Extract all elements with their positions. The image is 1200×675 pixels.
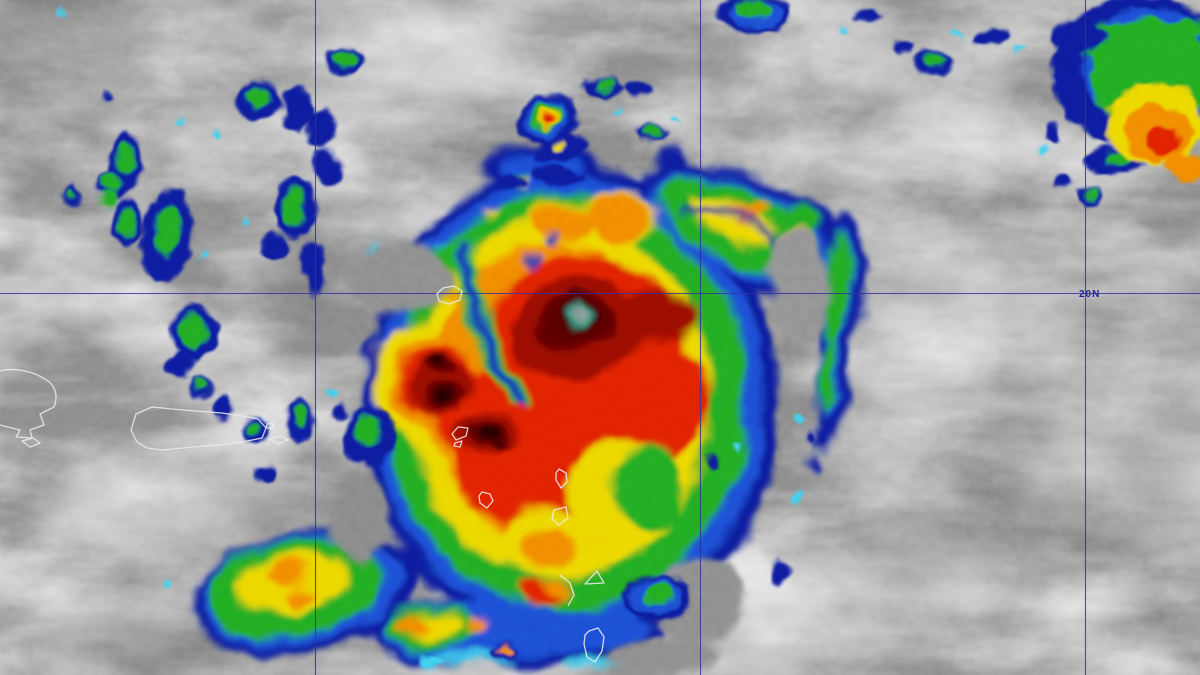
coastline-guadeloupe-north: [451, 426, 469, 441]
coastline-vieques: [269, 435, 289, 445]
coastline-barbuda-ring: [436, 285, 463, 305]
coastline-martinique-west: [478, 491, 494, 509]
coastline-hispaniola-east-tip: [0, 368, 57, 439]
coastlines: [0, 285, 605, 663]
coastline-guadeloupe-south: [453, 440, 463, 448]
coastline-puerto-rico: [130, 406, 267, 451]
coastline-dominica: [555, 468, 568, 489]
coastline-hispaniola-islet: [21, 437, 41, 448]
coastline-southern-islet: [551, 506, 569, 526]
latitude-label-20n: 20N: [1079, 289, 1100, 300]
coastline-st-lucia: [583, 627, 605, 663]
coastline-martinique-sliver: [559, 574, 575, 607]
coastline-martinique-north-triangle: [584, 570, 605, 585]
coastline-culebra: [265, 422, 274, 429]
